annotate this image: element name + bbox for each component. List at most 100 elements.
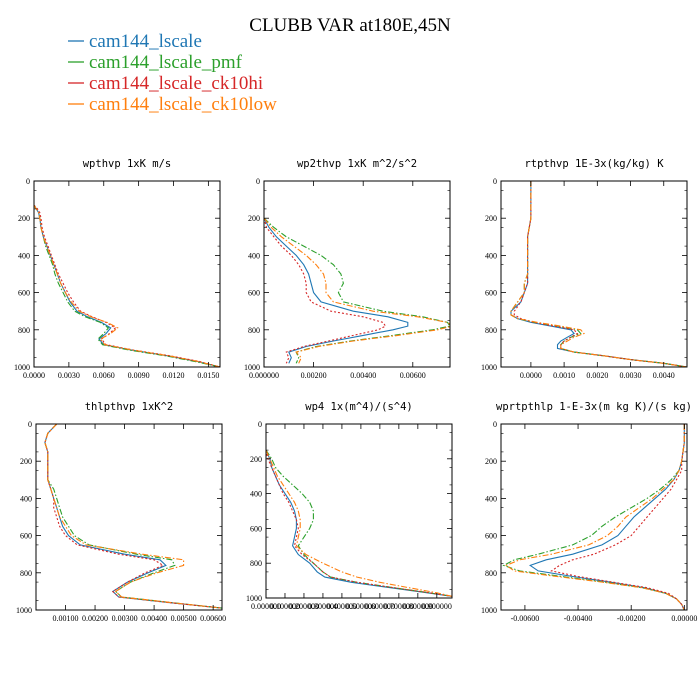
y-tick-label: 600 [20, 532, 32, 541]
x-tick-label: 0.0030 [58, 371, 80, 380]
legend-label: cam144_lscale [89, 31, 202, 52]
series-line [44, 424, 222, 609]
series-line [44, 424, 222, 609]
series-line [510, 181, 687, 367]
x-tick-label: 0.000000 [249, 371, 279, 380]
x-tick-label: 0.00100 [53, 614, 79, 623]
y-tick-label: 0 [258, 420, 262, 429]
y-tick-label: 200 [248, 214, 260, 223]
series-line [264, 217, 409, 364]
series-line [266, 449, 452, 597]
x-tick-label: 0.00400 [141, 614, 167, 623]
y-tick-label: 400 [18, 251, 30, 260]
x-tick-label: -0.00200 [617, 614, 646, 623]
y-tick-label: 0 [28, 420, 32, 429]
x-tick-label: 0.00200 [82, 614, 108, 623]
y-tick-label: 800 [250, 559, 262, 568]
series-line [264, 218, 387, 364]
panel-title: thlpthvp 1xK^2 [85, 401, 174, 413]
panel-title: wp4 1x(m^4)/(s^4) [305, 401, 412, 413]
x-tick-label: 0.00400 [350, 371, 376, 380]
y-tick-label: 800 [485, 326, 497, 335]
plot-frame [500, 180, 688, 368]
legend-label: cam144_lscale_pmf [89, 52, 243, 73]
x-tick-label: 0.00300 [112, 614, 138, 623]
series-line [44, 424, 222, 609]
chart-panel: wpthvp 1xK m/s 0 200 400 600 800 10000.0000 0.0… [14, 158, 221, 380]
y-tick-label: 600 [250, 524, 262, 533]
y-tick-label: 600 [485, 289, 497, 298]
y-tick-label: 400 [248, 251, 260, 260]
series-line [505, 424, 685, 610]
chart-panel: wprtpthlp 1-E-3x(m kg K)/(s kg) 0 200 400 60… [481, 401, 697, 623]
series-line [44, 424, 222, 609]
series-line [34, 204, 220, 367]
y-tick-label: 600 [485, 532, 497, 541]
plot-frame [33, 180, 221, 368]
y-tick-label: 1000 [16, 606, 32, 615]
x-tick-label: 0.0010 [553, 371, 575, 380]
y-tick-label: 1000 [246, 594, 262, 603]
series-line [550, 424, 685, 610]
legend-label: cam144_lscale_ck10hi [89, 73, 263, 94]
x-tick-label: -0.00600 [511, 614, 540, 623]
y-tick-label: 1000 [481, 363, 497, 372]
y-tick-label: 800 [20, 569, 32, 578]
chart-panel: wp2thvp 1xK m^2/s^2020040060080010000.00… [244, 158, 451, 380]
y-tick-label: 200 [485, 457, 497, 466]
series-line [502, 424, 685, 610]
y-tick-label: 0 [493, 177, 497, 186]
x-tick-label: 0.100000 [270, 602, 300, 611]
panel-title: wpthvp 1xK m/s [83, 158, 172, 170]
x-tick-label: 0.0150 [197, 371, 219, 380]
x-tick-label: 0.600000 [365, 602, 395, 611]
plot-frame [265, 423, 453, 599]
y-tick-label: 400 [20, 494, 32, 503]
y-tick-label: 600 [18, 289, 30, 298]
y-tick-label: 400 [485, 251, 497, 260]
x-tick-label: 0.0090 [128, 371, 150, 380]
x-tick-label: -0.00400 [564, 614, 593, 623]
plot-frame [35, 423, 223, 611]
x-tick-label: 0.0000 [520, 371, 542, 380]
panel-title: rtpthvp 1E-3x(kg/kg) K [524, 158, 664, 170]
y-tick-label: 0 [26, 177, 30, 186]
x-tick-label: 0.0120 [163, 371, 185, 380]
series-line [264, 217, 450, 364]
x-tick-label: 0.00600 [200, 614, 226, 623]
y-tick-label: 1000 [481, 606, 497, 615]
y-tick-label: 200 [18, 214, 30, 223]
y-tick-label: 800 [248, 326, 260, 335]
series-line [34, 204, 220, 367]
y-tick-label: 800 [485, 569, 497, 578]
legend-entry: cam144_lscale_ck10hi [68, 73, 263, 94]
y-tick-label: 1000 [14, 363, 30, 372]
x-tick-label: 0.700000 [384, 602, 414, 611]
series-line [510, 181, 687, 367]
y-tick-label: 200 [485, 214, 497, 223]
legend-entry: cam144_lscale [68, 31, 202, 52]
series-line [264, 217, 450, 364]
x-tick-label: 0.800000 [403, 602, 433, 611]
x-tick-label: 0.200000 [289, 602, 319, 611]
x-tick-label: 0.00200 [301, 371, 327, 380]
x-tick-label: 0.00600 [400, 371, 426, 380]
y-tick-label: 200 [20, 457, 32, 466]
y-tick-label: 0 [493, 420, 497, 429]
legend-entry: cam144_lscale_pmf [68, 52, 243, 73]
figure-title: CLUBB VAR at180E,45N [249, 15, 451, 36]
x-tick-label: 0.0040 [653, 371, 675, 380]
legend-label: cam144_lscale_ck10low [89, 94, 277, 115]
y-tick-label: 0 [256, 177, 260, 186]
series-line [513, 181, 687, 367]
panel-title: wp2thvp 1xK m^2/s^2 [297, 158, 417, 170]
plot-frame [500, 423, 688, 611]
x-tick-label: 0.0000 [23, 371, 45, 380]
x-tick-label: 0.0020 [586, 371, 608, 380]
y-tick-label: 400 [250, 490, 262, 499]
chart-panel: rtpthvp 1E-3x(kg/kg) K 0 200 400 600 800 1000 0… [481, 158, 688, 380]
y-tick-label: 800 [18, 326, 30, 335]
x-tick-label: 0.500000 [346, 602, 376, 611]
